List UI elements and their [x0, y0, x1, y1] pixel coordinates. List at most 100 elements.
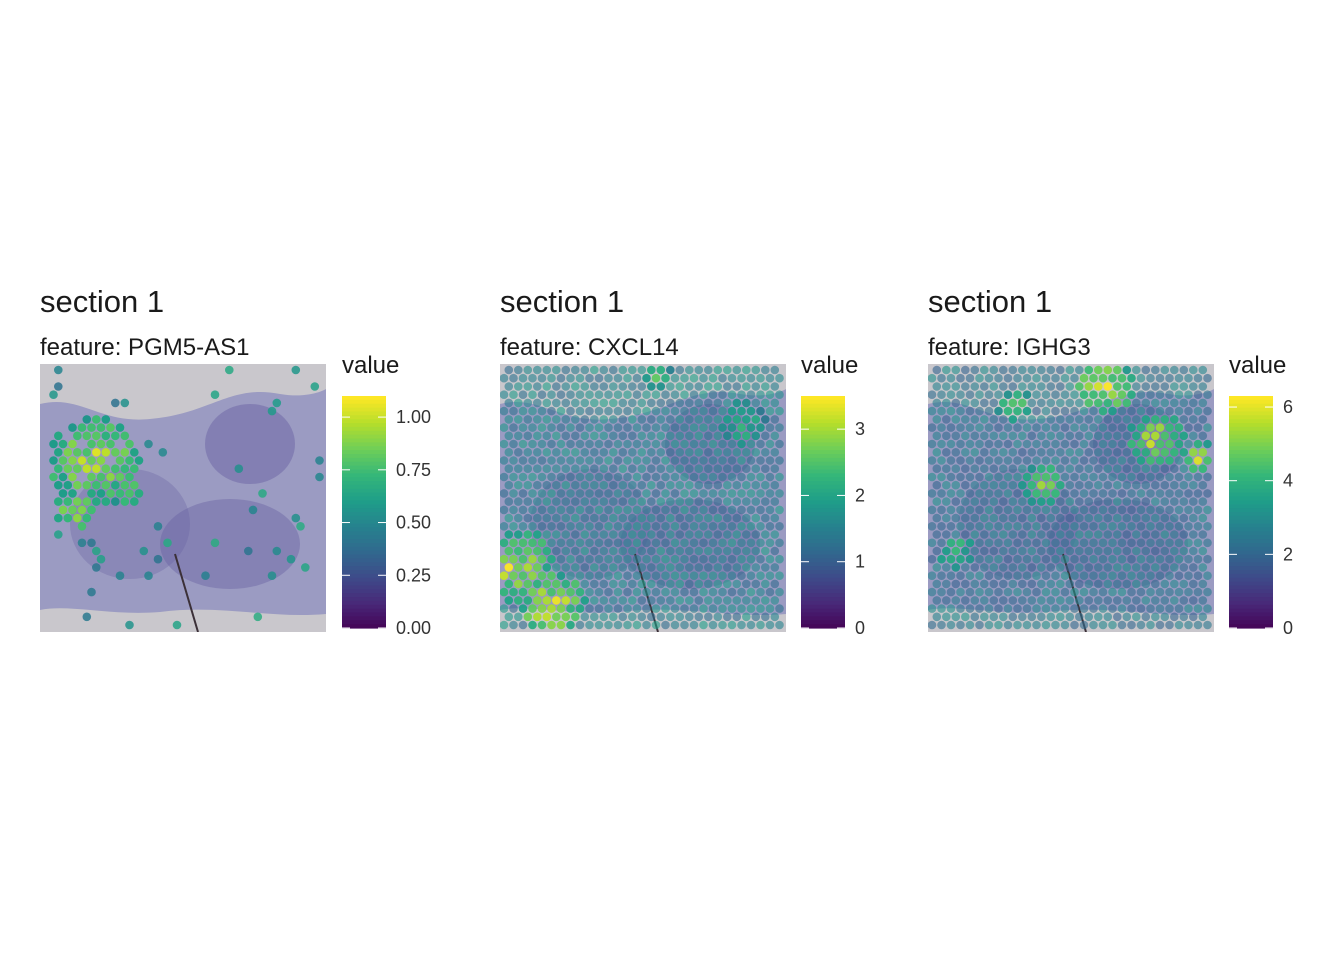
spot	[704, 497, 713, 506]
spot	[1079, 472, 1089, 482]
spot	[1117, 554, 1127, 564]
spot	[1003, 373, 1013, 383]
spot	[661, 571, 670, 580]
spot	[96, 554, 106, 564]
spot	[685, 513, 694, 523]
spot	[1008, 382, 1018, 391]
spot	[737, 554, 746, 564]
spot	[518, 587, 528, 597]
spot	[1165, 554, 1174, 564]
spot	[1075, 579, 1084, 589]
spot	[1122, 398, 1132, 408]
spot	[1060, 505, 1070, 515]
spot	[1103, 579, 1113, 589]
spot	[680, 390, 689, 399]
spot	[518, 406, 528, 416]
spot	[975, 472, 984, 482]
spot	[704, 612, 713, 622]
spot	[1136, 439, 1146, 449]
spot	[82, 464, 92, 473]
spot	[737, 472, 746, 482]
spot	[518, 373, 528, 383]
spot	[775, 554, 784, 564]
spot	[514, 596, 523, 605]
legend-tick-label: 6	[1283, 397, 1293, 417]
legend-gradient-segment	[1229, 446, 1273, 451]
spot	[1060, 423, 1070, 432]
legend-gradient-segment	[801, 477, 845, 482]
spot	[685, 382, 694, 391]
spot	[130, 497, 139, 506]
spot	[533, 579, 542, 589]
spot	[999, 415, 1008, 424]
legend-gradient-segment	[801, 577, 845, 583]
legend-gradient-segment	[801, 396, 845, 401]
spot	[661, 390, 670, 399]
spot	[732, 563, 742, 572]
spot	[552, 415, 561, 424]
spot	[1089, 620, 1098, 630]
spot	[1003, 423, 1013, 432]
spot	[561, 464, 571, 473]
spot	[661, 489, 670, 498]
spot	[1113, 513, 1122, 523]
spot	[742, 415, 751, 424]
spot	[613, 620, 623, 630]
spot	[756, 571, 765, 580]
spot	[999, 431, 1008, 441]
spot	[1103, 480, 1113, 490]
spot	[1136, 472, 1146, 482]
spot	[54, 464, 63, 473]
spot	[111, 431, 120, 441]
spot	[742, 497, 751, 506]
legend-gradient-segment	[801, 519, 845, 525]
spot	[1094, 382, 1103, 391]
spot	[1089, 472, 1098, 482]
spot	[68, 505, 77, 515]
spot	[1060, 620, 1070, 630]
spot	[63, 480, 73, 490]
spot	[632, 604, 642, 613]
spot	[1165, 423, 1174, 432]
spot	[566, 373, 575, 383]
spot	[1070, 439, 1079, 449]
spot	[1008, 596, 1018, 605]
spot	[661, 587, 670, 597]
spot	[514, 431, 523, 441]
spot	[594, 505, 604, 515]
spot	[613, 456, 623, 465]
spot	[1170, 365, 1179, 375]
spot	[504, 431, 514, 441]
spot	[965, 571, 975, 580]
legend-gradient-segment	[1229, 523, 1273, 529]
spot	[1136, 554, 1146, 564]
spot	[537, 604, 547, 613]
spot	[713, 513, 723, 523]
spot	[984, 373, 994, 383]
spot	[694, 546, 704, 556]
spot	[1094, 464, 1103, 473]
spot	[1108, 423, 1117, 432]
spot	[961, 513, 970, 523]
spot	[609, 513, 618, 523]
spot	[604, 472, 613, 482]
spot	[1122, 546, 1132, 556]
spot	[518, 604, 528, 613]
spot	[727, 373, 737, 383]
spot	[737, 390, 746, 399]
spot	[571, 563, 580, 572]
spot	[1051, 587, 1060, 597]
spot	[623, 620, 632, 630]
spot	[651, 571, 661, 580]
spot	[1098, 571, 1108, 580]
spot	[580, 382, 590, 391]
spot	[1027, 480, 1037, 490]
legend-gradient-segment	[801, 624, 845, 629]
spot	[547, 620, 556, 630]
spot	[509, 406, 518, 416]
spot	[1075, 382, 1084, 391]
spot	[989, 464, 999, 473]
spot	[1146, 571, 1155, 580]
spot	[751, 546, 761, 556]
spot	[528, 390, 537, 399]
